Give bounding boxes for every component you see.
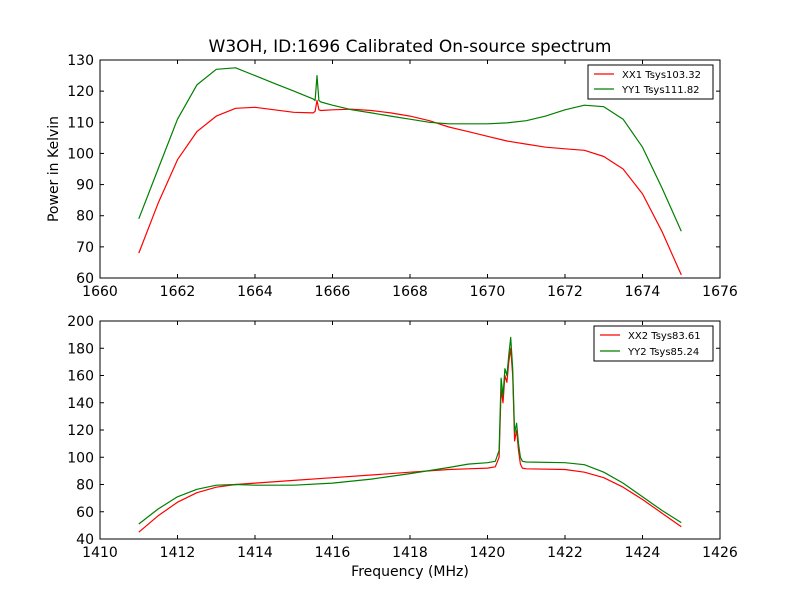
chart-top-x-tick-label: 1676: [702, 284, 738, 300]
chart-bottom-y-tick-label: 180: [67, 341, 94, 357]
chart-top-x-tick-label: 1670: [470, 284, 506, 300]
chart-bottom-ticks: 1410 1412 1414 1416 1418 1420 1422 1424 1426 40 60…: [67, 314, 738, 561]
chart-top-x-tick-label: 1664: [237, 284, 273, 300]
chart-bottom-x-tick-label: 1426: [702, 545, 738, 561]
chart-bottom-x-tick-label: 1422: [547, 545, 583, 561]
chart-top-x-tick-label: 1674: [625, 284, 661, 300]
chart-bottom-x-tick-label: 1412: [160, 545, 196, 561]
chart-top-y-tick-label: 130: [67, 53, 94, 69]
chart-bottom-x-tick-label: 1414: [237, 545, 273, 561]
chart-top-y-tick-label: 80: [76, 209, 94, 225]
chart-top-legend-label-yy1: YY1 Tsys111.82: [621, 85, 700, 96]
chart-bottom-y-tick-label: 60: [76, 505, 94, 521]
chart-top-x-tick-label: 1672: [547, 284, 583, 300]
chart-top-ticks: 1660 1662 1664 1666 1668 1670 1672 1674 1676 60 70…: [67, 53, 738, 300]
chart-top-y-tick-label: 110: [67, 115, 94, 131]
chart-bottom-y-tick-label: 120: [67, 423, 94, 439]
chart-bottom-x-tick-label: 1420: [470, 545, 506, 561]
chart-top-title: W3OH, ID:1696 Calibrated On-source spect…: [209, 37, 612, 57]
chart-bottom: Frequency (MHz) 1410 1412 1414 1416 1418 1420…: [67, 314, 738, 580]
chart-bottom-x-tick-label: 1424: [625, 545, 661, 561]
chart-top-x-tick-label: 1660: [82, 284, 118, 300]
chart-top-y-tick-label: 100: [67, 146, 94, 162]
chart-top: W3OH, ID:1696 Calibrated On-source spect…: [46, 37, 738, 300]
chart-top-series-red-line: [138, 99, 682, 276]
chart-top-x-tick-label: 1666: [315, 284, 351, 300]
chart-top-y-tick-label: 120: [67, 84, 94, 100]
chart-bottom-y-tick-label: 40: [76, 532, 94, 548]
chart-bottom-legend: XX2 Tsys83.61 YY2 Tsys85.24: [593, 325, 714, 362]
chart-bottom-series-layer: [138, 336, 682, 533]
chart-bottom-legend-box: [593, 325, 714, 362]
chart-bottom-y-tick-label: 160: [67, 369, 94, 385]
chart-top-y-tick-label: 90: [76, 178, 94, 194]
chart-bottom-y-tick-label: 100: [67, 450, 94, 466]
chart-bottom-x-tick-label: 1410: [82, 545, 118, 561]
chart-bottom-x-tick-label: 1416: [315, 545, 351, 561]
chart-bottom-y-tick-label: 80: [76, 478, 94, 494]
chart-top-y-tick-label: 70: [76, 240, 94, 256]
chart-top-series-layer: [138, 67, 682, 276]
chart-bottom-x-tick-label: 1418: [392, 545, 428, 561]
chart-top-legend-label-xx1: XX1 Tsys103.32: [622, 70, 701, 81]
chart-top-x-tick-label: 1668: [392, 284, 428, 300]
chart-bottom-series-green-line: [138, 336, 682, 525]
chart-top-legend-box: [587, 64, 714, 100]
chart-bottom-legend-label-yy2: YY2 Tsys85.24: [627, 347, 699, 358]
chart-top-y-tick-label: 60: [76, 271, 94, 287]
chart-top-series-green-line: [138, 67, 682, 232]
chart-top-x-tick-label: 1662: [160, 284, 196, 300]
chart-top-legend: XX1 Tsys103.32 YY1 Tsys111.82: [587, 64, 714, 100]
chart-bottom-y-tick-label: 200: [67, 314, 94, 330]
chart-bottom-legend-label-xx2: XX2 Tsys83.61: [628, 331, 701, 342]
chart-bottom-y-tick-label: 140: [67, 396, 94, 412]
chart-bottom-x-axis-label: Frequency (MHz): [351, 564, 469, 580]
chart-top-y-axis-label: Power in Kelvin: [46, 116, 62, 222]
